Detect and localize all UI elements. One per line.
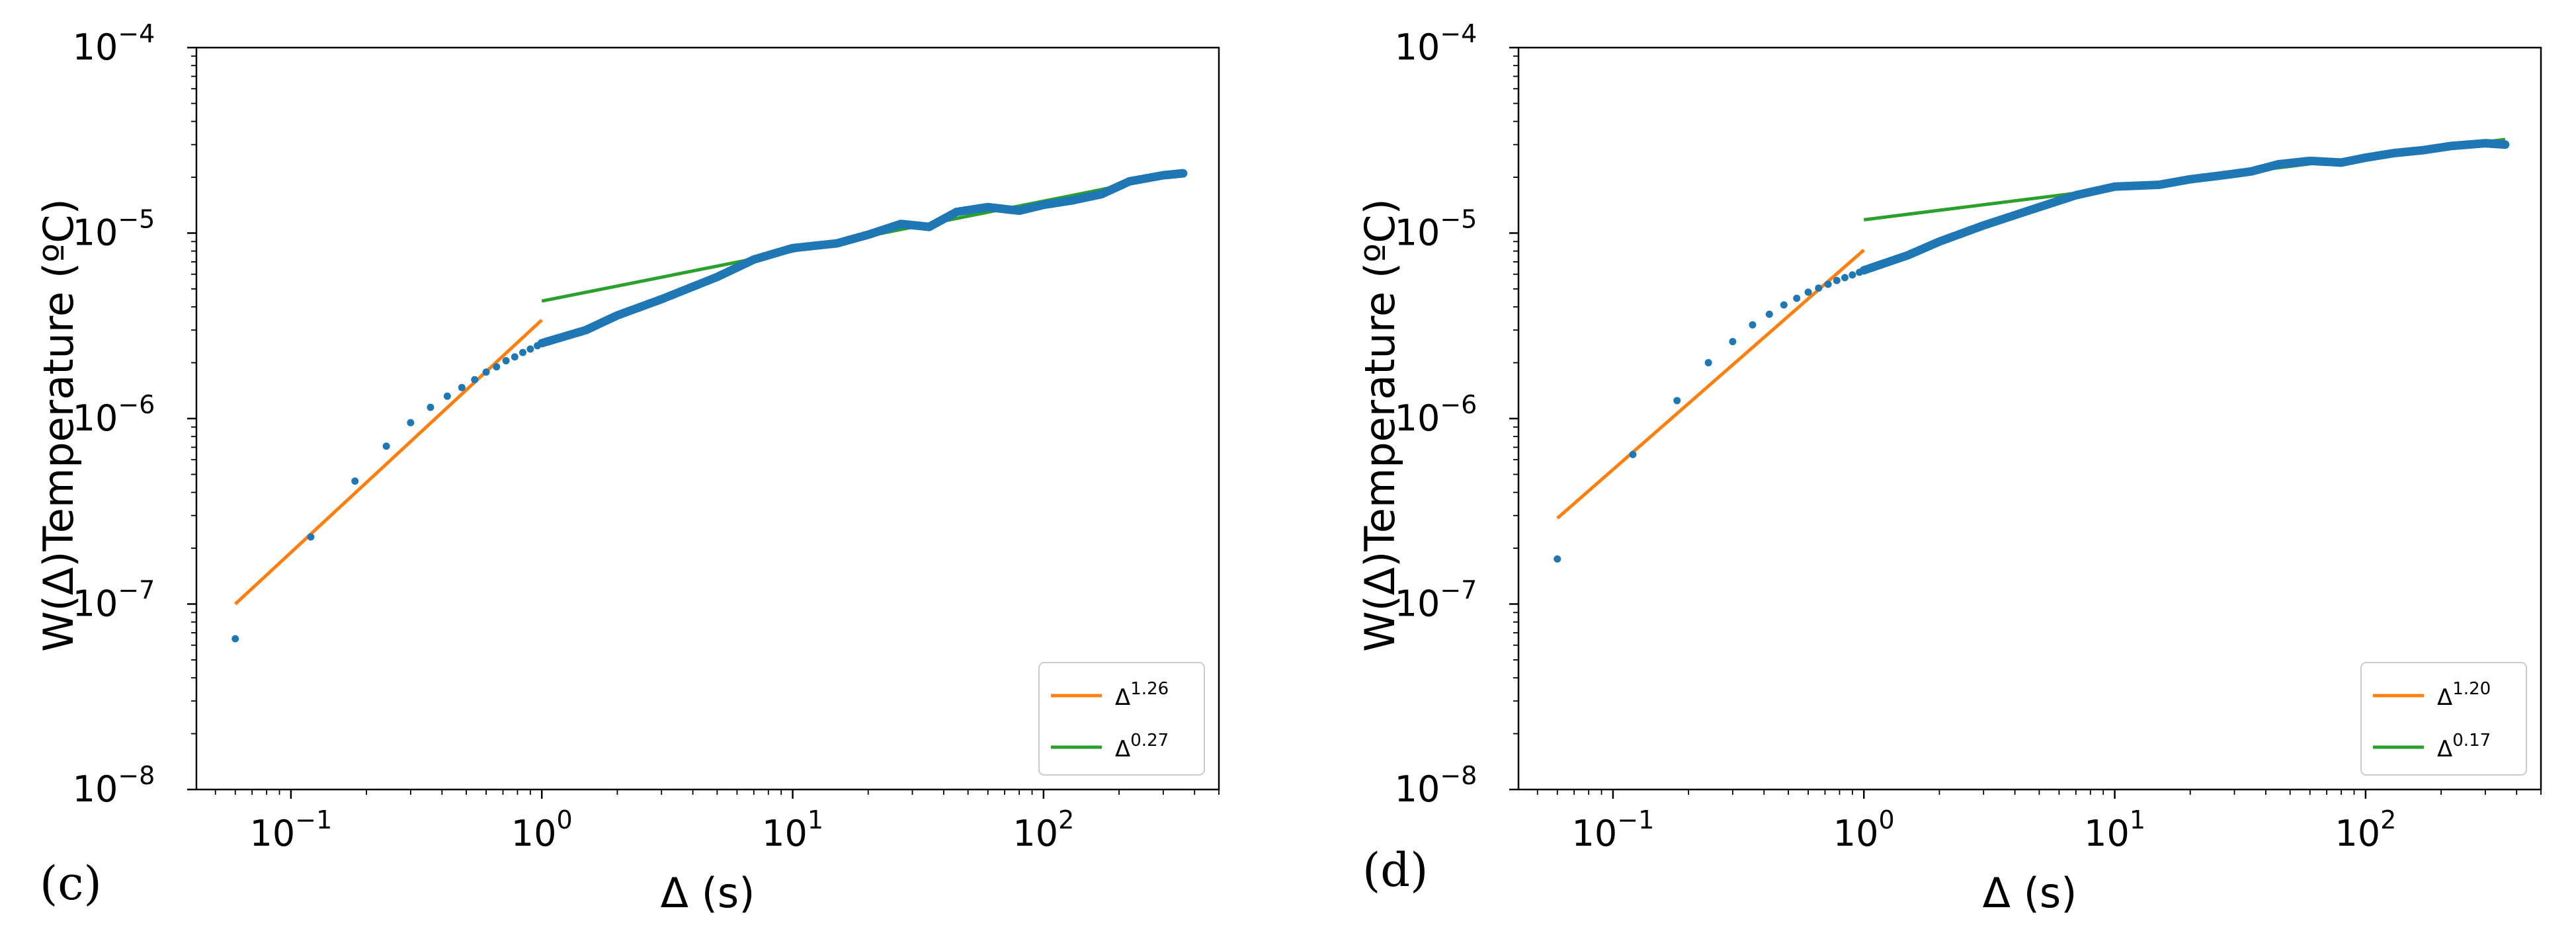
panel-label: (c) — [40, 856, 102, 911]
data-point — [1729, 338, 1737, 346]
fit-line-0 — [234, 319, 543, 606]
data-point — [2501, 140, 2510, 149]
fit-line-0 — [1556, 249, 1865, 520]
x-tick-label: 102 — [1013, 805, 1074, 854]
legend-label-0: Δ1.26 — [1115, 679, 1169, 711]
data-point — [519, 348, 527, 356]
data-point — [458, 384, 466, 391]
data-point — [1765, 310, 1773, 318]
x-tick-label: 100 — [1833, 805, 1895, 854]
x-axis-label: Δ (s) — [661, 869, 755, 917]
data-point — [1833, 276, 1841, 284]
data-point — [443, 392, 451, 400]
data-point — [1704, 359, 1712, 367]
data-point — [1179, 169, 1188, 178]
data-point — [351, 477, 359, 485]
data-point — [1841, 274, 1849, 282]
y-tick-label: 10−4 — [73, 19, 155, 68]
data-point — [1780, 301, 1788, 309]
data-point — [307, 533, 315, 541]
data-point — [482, 368, 490, 376]
legend-label-1: Δ0.27 — [1115, 731, 1169, 762]
data-point — [526, 345, 534, 353]
x-tick-label: 102 — [2335, 805, 2396, 854]
x-tick-label: 101 — [2084, 805, 2145, 854]
legend: Δ1.26 Δ0.27 — [1038, 662, 1205, 776]
data-point — [1554, 555, 1561, 563]
y-tick-label: 10−7 — [73, 576, 155, 625]
legend-label-1: Δ0.17 — [2437, 731, 2491, 762]
panel-label: (d) — [1362, 843, 1428, 897]
data-point — [502, 357, 510, 365]
data-point — [427, 403, 435, 411]
chart-panel-0: 10−1 100 101 102 10−8 10−7 10−6 10−5 10−4 Δ (s) W(… — [34, 19, 1220, 917]
legend: Δ1.20 Δ0.17 — [2360, 662, 2527, 776]
y-tick-label: 10−5 — [73, 205, 155, 254]
y-tick-label: 10−8 — [73, 761, 155, 810]
data-point — [1849, 271, 1856, 279]
data-point — [1824, 280, 1832, 288]
x-tick-label: 10−1 — [1572, 805, 1655, 854]
x-tick-label: 10−1 — [250, 805, 333, 854]
chart-panel-1: 10−1 100 101 102 10−8 10−7 10−6 10−5 10−4 Δ (s) W(… — [1356, 19, 2542, 917]
x-axis-label: Δ (s) — [1983, 869, 2077, 917]
y-tick-label: 10−6 — [1395, 390, 1477, 439]
x-tick-label: 100 — [511, 805, 573, 854]
data-point — [1793, 294, 1801, 302]
legend-label-0: Δ1.20 — [2437, 679, 2491, 711]
data-point — [407, 419, 415, 426]
data-point — [1815, 284, 1823, 292]
y-tick-label: 10−5 — [1395, 205, 1477, 254]
x-tick-label: 101 — [762, 805, 823, 854]
data-point — [511, 353, 519, 361]
y-axis-label: W(Δ)Temperature (ºC) — [34, 198, 83, 651]
data-point — [471, 376, 479, 384]
y-tick-label: 10−8 — [1395, 761, 1477, 810]
data-point — [1804, 288, 1812, 296]
y-axis-label: W(Δ)Temperature (ºC) — [1356, 198, 1404, 651]
data-point — [231, 635, 239, 643]
data-point — [382, 442, 390, 450]
data-point — [1749, 321, 1757, 329]
data-point — [1673, 397, 1681, 405]
y-tick-label: 10−7 — [1395, 576, 1477, 625]
data-point — [493, 363, 501, 371]
data-point — [1629, 450, 1637, 458]
y-tick-label: 10−4 — [1395, 19, 1477, 68]
y-tick-label: 10−6 — [73, 390, 155, 439]
